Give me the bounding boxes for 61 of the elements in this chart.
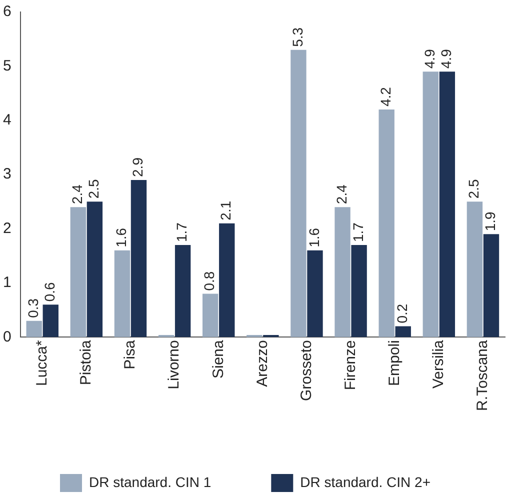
data-label: 0.6 (41, 282, 58, 302)
bar (174, 245, 191, 338)
bar (70, 207, 86, 338)
bar (114, 250, 130, 338)
y-tick-label: 0 (3, 328, 12, 346)
data-label: 2.4 (69, 184, 86, 204)
y-tick-label: 4 (3, 112, 12, 129)
data-label: 2.9 (130, 157, 146, 177)
bar (439, 72, 456, 338)
y-tick-label: 3 (3, 166, 12, 183)
data-label: 2.5 (466, 178, 482, 199)
bar (466, 202, 483, 338)
bar (219, 223, 235, 338)
data-label: 4.9 (438, 48, 454, 69)
bar (130, 180, 147, 338)
bar (378, 110, 394, 338)
bar (158, 334, 174, 338)
x-tick-label: Siena (210, 339, 227, 379)
bar (290, 50, 306, 338)
data-label: 1.7 (350, 222, 366, 242)
bar (42, 304, 58, 338)
data-label: 0.8 (201, 271, 218, 291)
data-label: 1.6 (306, 228, 322, 248)
bar (26, 320, 42, 338)
x-tick-label: Lucca* (34, 340, 51, 386)
bar (202, 294, 218, 338)
y-tick-label: 5 (3, 57, 12, 74)
bar (351, 245, 367, 338)
data-label: 0.2 (394, 304, 410, 324)
data-label: 1.9 (482, 211, 498, 232)
bar (307, 250, 323, 338)
legend-label: DR standard. CIN 2+ (300, 474, 430, 490)
bar (395, 326, 411, 338)
data-label: 4.2 (377, 86, 394, 107)
data-label: 1.7 (174, 222, 190, 242)
data-label: 4.9 (422, 48, 438, 69)
bar (334, 207, 350, 338)
bar (246, 334, 262, 338)
data-label: 2.1 (218, 200, 234, 220)
x-tick-label: Empoli (386, 340, 403, 386)
bar (422, 72, 438, 338)
bar (483, 234, 500, 338)
y-tick-label: 2 (3, 220, 12, 237)
x-tick-label: Versilia (430, 339, 448, 388)
data-label: 1.6 (113, 228, 130, 248)
data-label: 2.5 (86, 178, 102, 199)
data-label: 2.4 (333, 184, 350, 204)
x-tick-label: Firenze (342, 340, 359, 390)
bar (263, 334, 279, 338)
x-tick-label: Grosseto (298, 340, 315, 401)
bar (86, 202, 103, 338)
data-label: 0.3 (24, 298, 41, 318)
x-tick-label: Pisa (122, 339, 139, 370)
y-tick-label: 6 (3, 3, 12, 20)
x-tick-label: R.Toscana (474, 339, 492, 412)
data-label: 5.3 (289, 27, 306, 47)
legend-label: DR standard. CIN 1 (89, 474, 212, 490)
x-tick-label: Livorno (166, 340, 183, 390)
x-tick-label: Arezzo (254, 340, 271, 387)
x-tick-label: Pistoia (78, 339, 95, 386)
y-tick-label: 1 (3, 274, 12, 292)
